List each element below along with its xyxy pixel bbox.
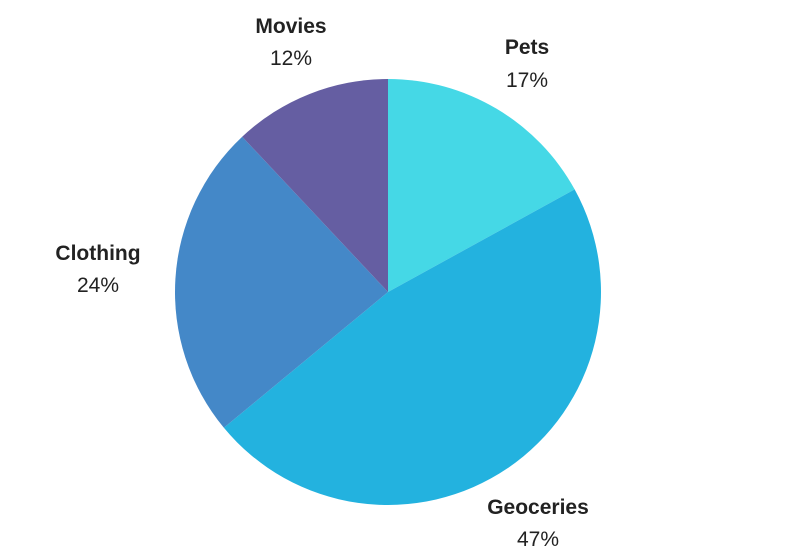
labels-layer: Pets 17% Geoceries 47% Clothing 24% Movies 12% (55, 15, 588, 551)
pie-slice-movies (242, 79, 388, 292)
pie-slice-pets (388, 79, 575, 292)
slices-layer (174, 79, 601, 505)
slice-label-group-movies: Movies 12% (255, 15, 326, 70)
slice-label-group-clothing: Clothing 24% (55, 242, 140, 297)
slice-label-movies: Movies (255, 15, 326, 38)
slice-value-movies: 12% (270, 47, 312, 70)
slice-label-group-geoceries: Geoceries 47% (487, 496, 589, 551)
slice-value-pets: 17% (506, 69, 548, 92)
slice-label-clothing: Clothing (55, 242, 140, 265)
pie-slice-clothing (174, 136, 388, 428)
slice-label-group-pets: Pets 17% (505, 36, 549, 92)
slice-label-pets: Pets (505, 36, 549, 59)
slice-label-geoceries: Geoceries (487, 496, 589, 519)
pie-slice-geoceries (223, 189, 601, 505)
slice-value-clothing: 24% (77, 274, 119, 297)
slice-value-geoceries: 47% (517, 528, 559, 551)
